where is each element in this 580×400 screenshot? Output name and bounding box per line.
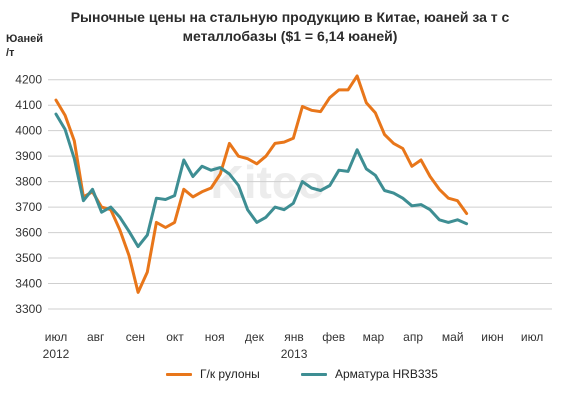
y-tick-label: 4100 — [15, 98, 42, 112]
series-line-hot-rolled-coil — [54, 74, 469, 294]
chart-title: Рыночные цены на стальную продукцию в Ки… — [0, 8, 580, 46]
x-tick-label: ноя — [205, 330, 225, 344]
x-tick-label: июл — [521, 330, 543, 344]
x-tick-label: окт — [166, 330, 184, 344]
y-tick-label: 3500 — [15, 251, 42, 265]
x-tick-year-label: 2012 — [43, 347, 70, 361]
chart-title-line-1: Рыночные цены на стальную продукцию в Ки… — [70, 9, 510, 25]
legend-item-hot-rolled-coil: Г/к рулоны — [166, 367, 260, 381]
x-tick-label: май — [442, 330, 464, 344]
x-tick-label: июн — [481, 330, 503, 344]
x-tick-label: апр — [403, 330, 423, 344]
legend-swatch-rebar — [301, 372, 327, 376]
x-tick-label: сен — [126, 330, 145, 344]
y-tick-label: 3700 — [15, 200, 42, 214]
chart-title-line-2: металлобазы ($1 = 6,14 юаней) — [182, 28, 398, 44]
y-tick-label: 3400 — [15, 277, 42, 291]
y-tick-label: 4200 — [15, 73, 42, 87]
x-tick-label: мар — [363, 330, 385, 344]
legend-label-rebar: Арматура HRB335 — [335, 367, 438, 381]
x-tick-year-label: 2013 — [281, 347, 308, 361]
x-tick-label: авг — [87, 330, 105, 344]
x-tick-label: фев — [322, 330, 345, 344]
y-tick-label: 3300 — [15, 302, 42, 316]
legend: Г/к рулоны Арматура HRB335 — [0, 367, 580, 387]
legend-swatch-hot-rolled-coil — [166, 372, 192, 376]
series-line-rebar — [54, 112, 469, 249]
y-tick-label: 3900 — [15, 149, 42, 163]
x-tick-label: янв — [284, 330, 304, 344]
x-tick-label: июл — [45, 330, 67, 344]
y-axis-unit-line-2: /т — [6, 47, 15, 59]
gridlines — [48, 79, 552, 310]
legend-label-hot-rolled-coil: Г/к рулоны — [200, 367, 260, 381]
legend-item-rebar: Арматура HRB335 — [301, 367, 438, 381]
x-tick-label: дек — [245, 330, 265, 344]
y-axis-ticks: 3300 3400 3500 3600 3700 3800 3900 4000 4100 4200 — [15, 73, 42, 316]
y-tick-label: 3600 — [15, 226, 42, 240]
y-axis-unit-label: Юаней /т — [6, 32, 43, 60]
y-tick-label: 3800 — [15, 175, 42, 189]
x-axis-ticks: июл 2012 авг сен окт ноя дек янв 2013 фев мар апр ма… — [43, 330, 544, 361]
series-lines — [54, 74, 469, 294]
y-axis-unit-line-1: Юаней — [6, 33, 43, 45]
y-tick-label: 4000 — [15, 124, 42, 138]
